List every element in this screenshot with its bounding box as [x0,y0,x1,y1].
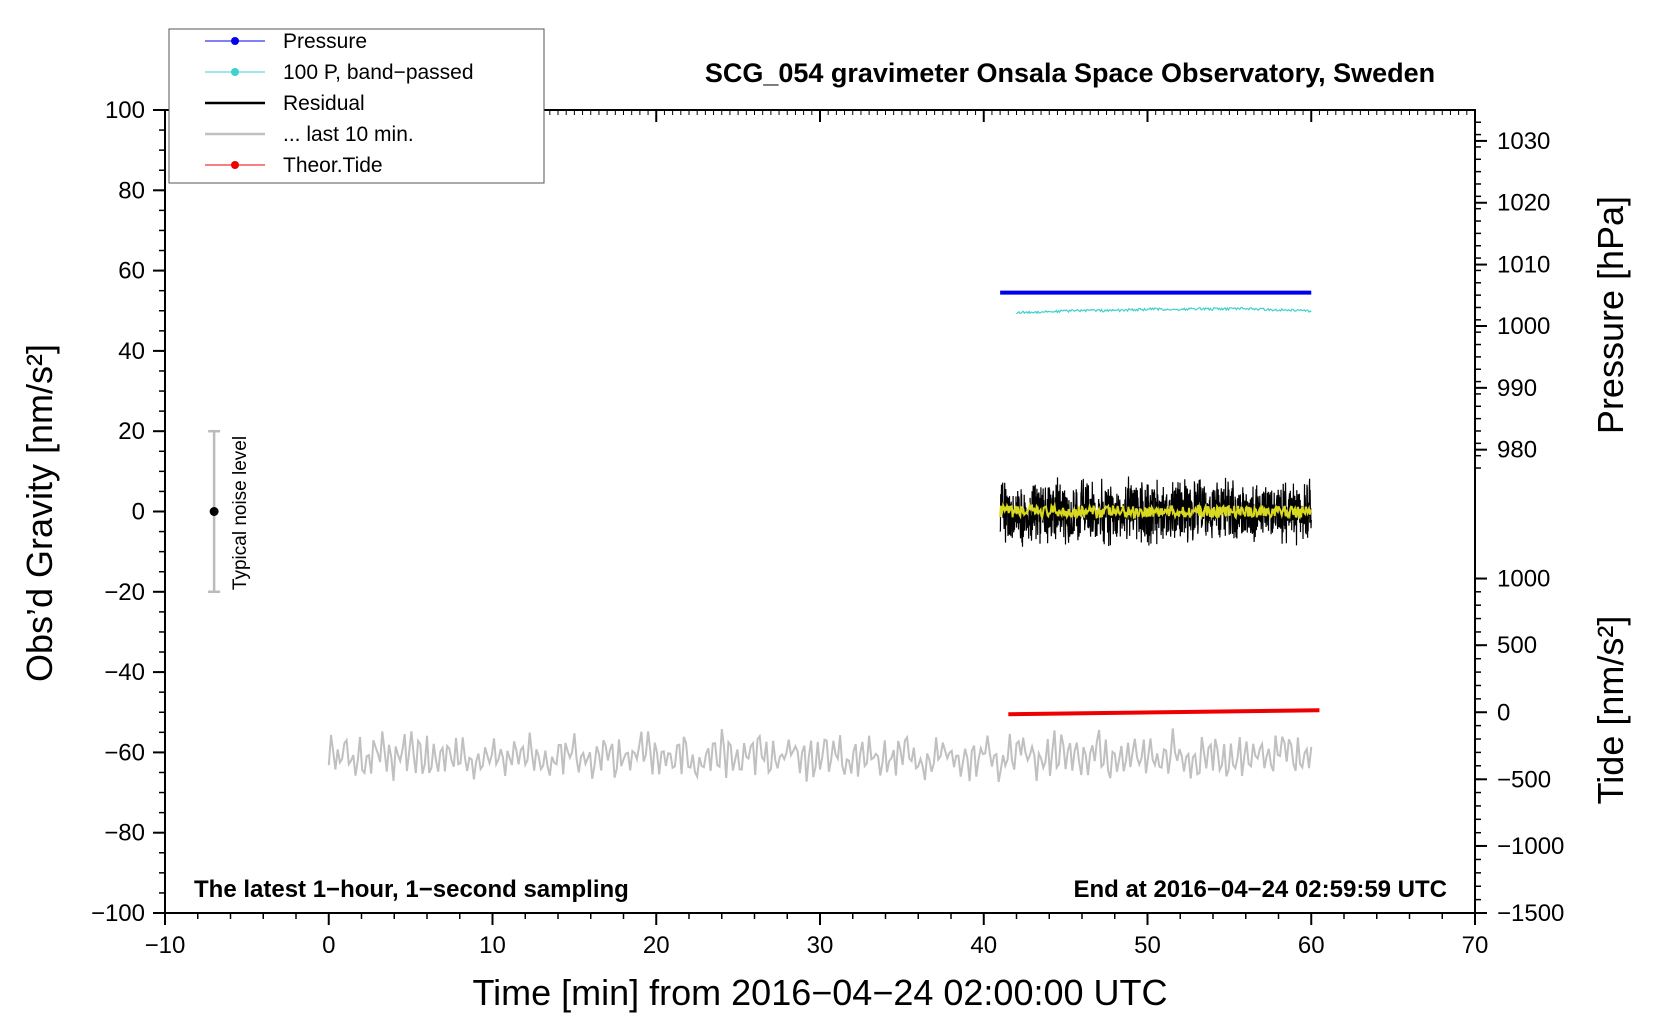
series-last-10-min [327,728,1313,783]
y-tick-label: 80 [118,177,145,204]
tide-tick-label: −500 [1497,766,1551,793]
ticks-layer: −10 0 10 20 30 40 50 60 70100806040200−20−40−60−… [91,97,1564,959]
x-tick-label: 50 [1134,932,1161,959]
x-tick-label: 20 [643,932,670,959]
x-tick-label: −10 [145,932,186,959]
y-axis-title-left: Obs’d Gravity [nm/s²] [19,344,60,682]
x-tick-label: 60 [1298,932,1325,959]
series-theor-tide [1008,708,1320,717]
y-tick-label: −60 [104,739,145,766]
pressure-tick-label: 1010 [1497,252,1550,279]
legend-marker [231,161,239,169]
y-tick-label: −100 [91,900,145,927]
tide-tick-label: −1500 [1497,900,1564,927]
x-tick-label: 0 [322,932,335,959]
annotation-end-time: End at 2016−04−24 02:59:59 UTC [1073,876,1447,903]
noise-level-bar [208,429,221,594]
y-tick-label: 0 [132,499,145,526]
tide-tick-label: 0 [1497,699,1510,726]
tide-tick-label: 500 [1497,632,1537,659]
x-axis-title: Time [min] from 2016−04−24 02:00:00 UTC [472,972,1167,1013]
legend-label: Residual [283,92,365,115]
y-tick-label: 100 [105,97,145,124]
pressure-tick-label: 1000 [1497,313,1550,340]
series-layer [327,290,1320,783]
y-tick-label: −80 [104,820,145,847]
legend-marker [231,68,239,76]
tide-tick-label: 1000 [1497,566,1550,593]
y-tick-label: −20 [104,579,145,606]
series-pressure-band-passed [1016,306,1312,315]
legend-label: Theor.Tide [283,154,383,177]
legend-label: ... last 10 min. [283,123,414,146]
legend-box [168,28,545,184]
legend: Pressure 100 P, band−passed Residual ... la… [168,28,545,184]
pressure-tick-label: 990 [1497,375,1537,402]
y-tick-label: 60 [118,258,145,285]
x-tick-label: 30 [807,932,834,959]
x-tick-label: 70 [1462,932,1489,959]
chart-title: SCG_054 gravimeter Onsala Space Observat… [705,58,1435,88]
tide-tick-label: −1000 [1497,833,1564,860]
x-tick-label: 40 [970,932,997,959]
noise-level-label: Typical noise level [230,436,251,590]
y-tick-label: −40 [104,659,145,686]
annotation-sampling: The latest 1−hour, 1−second sampling [194,876,629,903]
pressure-tick-label: 1020 [1497,190,1550,217]
y-axis-title-pressure: Pressure [hPa] [1590,196,1631,434]
legend-label: 100 P, band−passed [283,61,474,84]
y-tick-label: 40 [118,338,145,365]
y-axis-title-tide: Tide [nm/s²] [1590,616,1631,805]
series-residual-smoothed [999,501,1313,521]
pressure-tick-label: 1030 [1497,128,1550,155]
legend-marker [231,37,239,45]
pressure-tick-label: 980 [1497,437,1537,464]
legend-label: Pressure [283,30,367,53]
x-tick-label: 10 [479,932,506,959]
y-tick-label: 20 [118,418,145,445]
noise-bar-center-dot [209,507,219,516]
